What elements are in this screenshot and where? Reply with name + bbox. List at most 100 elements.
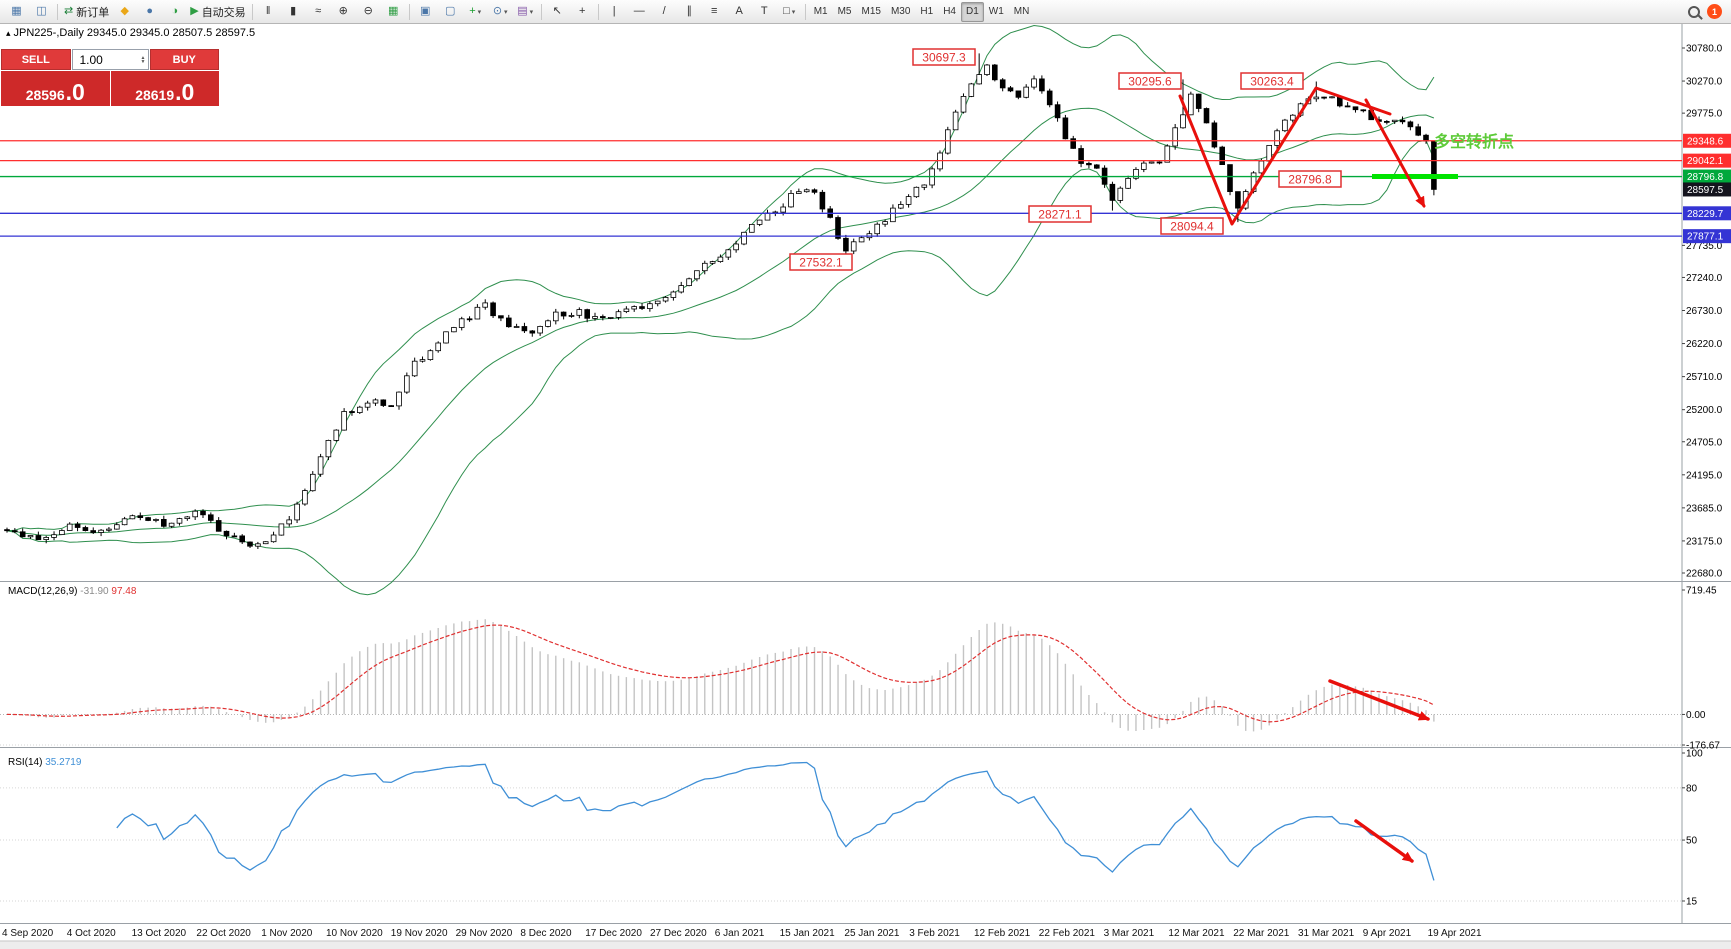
svg-text:13 Oct 2020: 13 Oct 2020 [132,928,187,939]
price-axis-badge [1683,153,1731,168]
templates-button[interactable]: ▤ ▾ [513,1,538,22]
svg-text:15: 15 [1686,896,1698,907]
new-order-button-label: 新订单 [76,6,110,19]
timeframe-h1[interactable]: H1 [920,6,934,17]
zoom-out-icon[interactable]: ⊖ [356,1,381,22]
vertical-line-icon[interactable]: | [602,1,627,22]
add-indicator-button: + [469,5,476,17]
autotrading-button[interactable]: ▶ 自动交易 [187,1,248,22]
crosshair-icon[interactable]: + [570,1,595,22]
volume-spin-buttons[interactable]: ▲ ▼ [140,54,146,65]
price-annotation-text: 30263.4 [1250,75,1294,89]
volume-stepper[interactable]: 1.00 ▲ ▼ [71,49,149,70]
svg-text:29042.1: 29042.1 [1687,156,1724,167]
market-watch-icon: ◑ [171,5,179,17]
trend-zigzag[interactable] [1178,86,1426,226]
notification-badge[interactable]: 1 [1707,4,1722,19]
arrange-windows-icon: ▣ [419,5,431,17]
chevron-down-icon[interactable]: ▾ [791,8,796,16]
svg-text:50: 50 [1686,836,1698,847]
buy-price-display[interactable]: 28619.0 [110,71,219,106]
market-watch-icon[interactable]: ◑ [162,1,187,22]
volume-value[interactable]: 1.00 [79,52,103,67]
svg-text:30780.0: 30780.0 [1686,44,1723,55]
svg-text:24195.0: 24195.0 [1686,470,1723,481]
rsi-line [116,761,1435,881]
arrange-windows-icon[interactable]: ▣ [413,1,438,22]
svg-text:22 Oct 2020: 22 Oct 2020 [196,928,251,939]
cascade-windows-icon[interactable]: ▢ [438,1,463,22]
buy-button[interactable]: BUY [149,49,219,70]
search-icon[interactable] [1688,5,1700,18]
toolbar-separator [251,3,253,20]
chevron-down-icon[interactable]: ▾ [529,8,534,16]
cursor-icon[interactable]: ↖ [545,1,570,22]
line-chart-icon[interactable]: ≈ [306,1,331,22]
expert-advisors-icon: ◆ [120,5,129,17]
svg-text:23685.0: 23685.0 [1686,503,1723,514]
svg-text:1 Nov 2020: 1 Nov 2020 [261,928,313,939]
chevron-down-icon[interactable]: ▾ [504,8,508,16]
svg-text:24705.0: 24705.0 [1686,437,1723,448]
chart-background [0,24,1731,949]
horizontal-line-icon[interactable]: — [627,1,652,22]
add-indicator-button[interactable]: + ▾ [463,1,488,22]
sell-price-display[interactable]: 28596.0 [1,71,110,106]
timeframe-m30[interactable]: M30 [890,6,911,17]
shapes-button[interactable]: □ ▾ [777,1,802,22]
svg-text:29775.0: 29775.0 [1686,109,1723,120]
timeframe-h4[interactable]: H4 [943,6,956,17]
symbol-ohlc-text: JPN225-,Daily 29345.0 29345.0 28507.5 28… [13,27,256,39]
trendline-icon[interactable]: / [652,1,677,22]
svg-text:100: 100 [1686,749,1703,760]
tile-windows-icon[interactable]: ▦ [381,1,406,22]
fibonacci-icon[interactable]: ≡ [702,1,727,22]
new-order-button[interactable]: ⇄ 新订单 [61,1,112,22]
svg-text:28597.5: 28597.5 [1687,185,1724,196]
timeframe-m15[interactable]: M15 [861,6,881,17]
ohlc-bars-icon[interactable]: ‖ [256,1,281,22]
timeframe-mn[interactable]: MN [1013,6,1030,17]
channel-icon[interactable]: ∥ [677,1,702,22]
profile-window-icon[interactable]: ◫ [29,1,54,22]
spin-up-icon[interactable]: ▲ [140,54,146,61]
svg-text:19 Apr 2021: 19 Apr 2021 [1428,928,1482,939]
timeframe-m1[interactable]: M1 [813,6,828,17]
svg-text:26220.0: 26220.0 [1686,339,1723,350]
timeframe-w1[interactable]: W1 [988,6,1004,17]
price-axis-badge [1683,229,1731,244]
one-click-trading-panel: SELL 1.00 ▲ ▼ BUY 28596.0 28619.0 [1,49,219,106]
buy-price-main: 28619 [135,86,175,103]
vertical-line-icon: | [612,5,616,17]
timeframe-m5[interactable]: M5 [837,6,852,17]
price-axis-badge [1683,182,1731,197]
chart-icon: ▴ [6,28,11,38]
price-annotations[interactable]: 30697.3 30295.6 30263.4 28796.8 28271.1 28094… [789,48,1342,271]
svg-text:3 Mar 2021: 3 Mar 2021 [1104,928,1155,939]
symbol-ohlc-header: ▴ JPN225-,Daily 29345.0 29345.0 28507.5 2… [6,27,255,39]
svg-text:27877.1: 27877.1 [1687,232,1724,243]
label-tool-icon[interactable]: T [752,1,777,22]
svg-text:23175.0: 23175.0 [1686,536,1723,547]
autotrading-button-label: 自动交易 [201,6,246,19]
spin-down-icon[interactable]: ▼ [140,58,146,65]
expert-advisors-icon[interactable]: ◆ [112,1,137,22]
sell-button[interactable]: SELL [1,49,71,70]
scripts-icon[interactable]: ● [137,1,162,22]
charts-grid-icon[interactable]: ▦ [4,1,29,22]
periods-button[interactable]: ⊙ ▾ [488,1,513,22]
candlestick-icon[interactable]: ▮ [281,1,306,22]
indicator-arrows[interactable] [1328,679,1430,863]
svg-text:9 Apr 2021: 9 Apr 2021 [1363,928,1412,939]
chevron-down-icon[interactable]: ▾ [477,8,482,16]
chinese-note-label[interactable]: 多空转折点 [1434,132,1514,151]
text-tool-icon[interactable]: A [727,1,752,22]
time-axis: 4 Sep 2020 4 Oct 2020 13 Oct 2020 22 Oct 20… [2,928,1482,939]
horizontal-line-icon: — [633,5,645,17]
price-axis: 30780.0 30270.0 29775.0 27735.0 27240.0 26730… [1682,44,1731,907]
zoom-in-icon[interactable]: ⊕ [331,1,356,22]
timeframe-d1[interactable]: D1 [961,1,984,22]
macd-signal-line [6,624,1435,723]
candlestick-icon: ▮ [290,5,297,17]
